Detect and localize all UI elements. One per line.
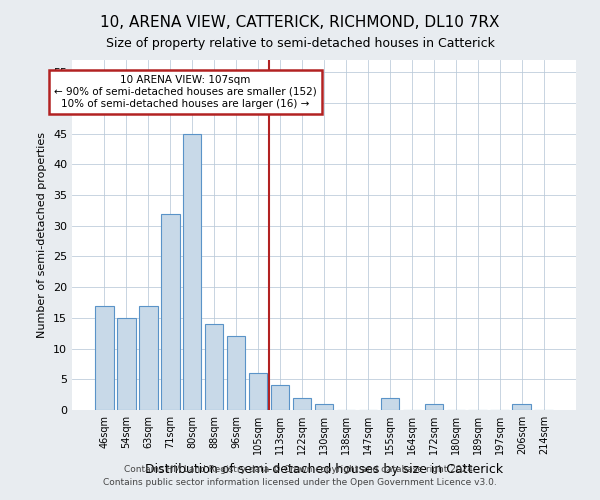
Text: 10 ARENA VIEW: 107sqm
← 90% of semi-detached houses are smaller (152)
10% of sem: 10 ARENA VIEW: 107sqm ← 90% of semi-deta… [54, 76, 317, 108]
X-axis label: Distribution of semi-detached houses by size in Catterick: Distribution of semi-detached houses by … [145, 462, 503, 475]
Bar [314, 404, 334, 410]
Bar [512, 404, 531, 410]
Bar [227, 336, 245, 410]
Bar [425, 404, 443, 410]
Bar [183, 134, 202, 410]
Text: Size of property relative to semi-detached houses in Catterick: Size of property relative to semi-detach… [106, 38, 494, 51]
Bar [380, 398, 399, 410]
Bar [205, 324, 223, 410]
Bar [161, 214, 179, 410]
Bar [117, 318, 136, 410]
Bar [95, 306, 113, 410]
Bar [293, 398, 311, 410]
Bar [271, 386, 289, 410]
Text: 10, ARENA VIEW, CATTERICK, RICHMOND, DL10 7RX: 10, ARENA VIEW, CATTERICK, RICHMOND, DL1… [100, 15, 500, 30]
Y-axis label: Number of semi-detached properties: Number of semi-detached properties [37, 132, 47, 338]
Bar [139, 306, 158, 410]
Text: Contains HM Land Registry data © Crown copyright and database right 2024.: Contains HM Land Registry data © Crown c… [124, 466, 476, 474]
Bar [249, 373, 268, 410]
Text: Contains public sector information licensed under the Open Government Licence v3: Contains public sector information licen… [103, 478, 497, 487]
